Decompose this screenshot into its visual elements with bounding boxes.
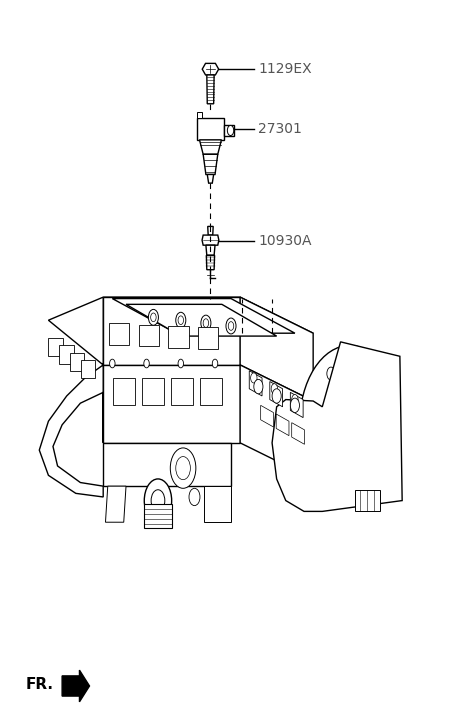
Polygon shape [103, 297, 313, 333]
Polygon shape [39, 297, 103, 497]
Circle shape [322, 380, 378, 470]
Text: 1129EX: 1129EX [258, 62, 312, 76]
Polygon shape [204, 486, 231, 522]
Polygon shape [249, 371, 262, 396]
Circle shape [226, 318, 236, 334]
Circle shape [203, 318, 209, 327]
Circle shape [201, 316, 211, 331]
Circle shape [151, 490, 165, 511]
Polygon shape [62, 670, 90, 702]
Polygon shape [270, 382, 283, 407]
Circle shape [327, 367, 335, 380]
Circle shape [144, 479, 172, 522]
Polygon shape [109, 323, 129, 345]
Circle shape [109, 359, 115, 368]
Polygon shape [202, 63, 219, 75]
Polygon shape [272, 342, 402, 511]
Polygon shape [292, 422, 304, 444]
Circle shape [176, 457, 190, 480]
Polygon shape [240, 297, 313, 401]
Text: FR.: FR. [25, 677, 54, 692]
Polygon shape [198, 327, 218, 349]
Polygon shape [144, 505, 172, 528]
Polygon shape [169, 326, 188, 348]
Polygon shape [103, 365, 240, 443]
Polygon shape [105, 486, 126, 522]
Circle shape [254, 379, 263, 394]
Circle shape [299, 345, 400, 505]
Circle shape [144, 359, 149, 368]
Polygon shape [70, 353, 85, 371]
Circle shape [178, 359, 183, 368]
Polygon shape [142, 378, 164, 406]
Circle shape [313, 448, 322, 461]
Polygon shape [240, 365, 313, 479]
Circle shape [290, 398, 299, 412]
Circle shape [212, 359, 218, 368]
Polygon shape [201, 378, 222, 406]
Polygon shape [112, 299, 295, 333]
Circle shape [272, 389, 281, 403]
Text: 27301: 27301 [258, 122, 302, 136]
Circle shape [178, 316, 183, 324]
Polygon shape [208, 226, 213, 235]
Polygon shape [202, 235, 219, 245]
Circle shape [151, 313, 156, 321]
Circle shape [176, 313, 186, 328]
Circle shape [250, 373, 257, 383]
Polygon shape [290, 393, 303, 417]
Polygon shape [126, 305, 277, 336]
Circle shape [271, 384, 278, 394]
Polygon shape [103, 443, 231, 486]
Polygon shape [59, 345, 73, 364]
Circle shape [364, 470, 372, 483]
Polygon shape [203, 154, 218, 174]
Circle shape [148, 310, 158, 325]
Circle shape [292, 395, 298, 405]
Polygon shape [261, 406, 274, 427]
Polygon shape [171, 378, 193, 406]
Circle shape [228, 321, 234, 330]
Polygon shape [206, 245, 215, 255]
FancyBboxPatch shape [355, 491, 380, 510]
Polygon shape [113, 378, 135, 406]
Polygon shape [139, 324, 159, 346]
Polygon shape [103, 297, 240, 365]
Polygon shape [81, 360, 96, 378]
Text: 10930A: 10930A [258, 234, 312, 248]
Circle shape [378, 389, 386, 402]
Polygon shape [207, 255, 214, 270]
Polygon shape [200, 140, 221, 154]
Polygon shape [48, 338, 62, 356]
Polygon shape [207, 75, 214, 104]
Polygon shape [276, 414, 289, 435]
Circle shape [170, 448, 196, 489]
Polygon shape [197, 113, 202, 119]
Circle shape [340, 409, 360, 441]
Polygon shape [224, 126, 234, 135]
Polygon shape [207, 174, 213, 183]
Circle shape [227, 126, 234, 135]
Circle shape [189, 489, 200, 505]
Polygon shape [197, 119, 224, 140]
